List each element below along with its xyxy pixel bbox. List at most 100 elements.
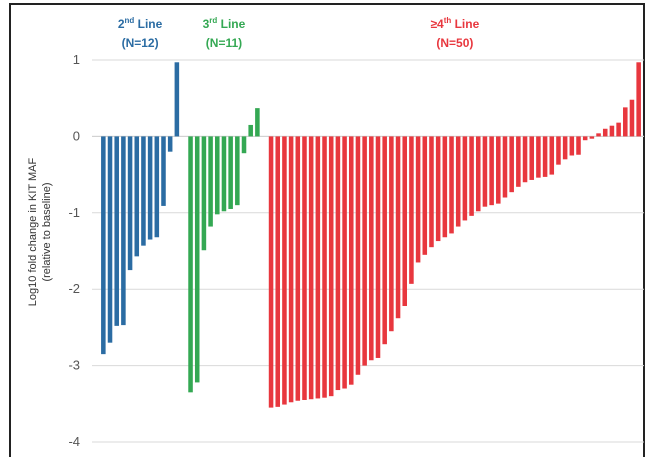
group-label-1: 2nd Line	[118, 16, 163, 31]
grid-layer	[92, 59, 644, 443]
group-label-sup-1: nd	[125, 16, 135, 25]
bar-group3-28	[449, 136, 454, 234]
bar-group3-10	[328, 136, 334, 397]
bar-group3-52	[609, 125, 615, 137]
bar-group2-11	[255, 108, 260, 137]
bar-group3-54	[623, 107, 628, 137]
group-label-rest-1: Line	[134, 17, 162, 31]
bar-group3-18	[382, 136, 387, 345]
bar-group1-6	[134, 136, 140, 257]
bar-group3-25	[429, 136, 434, 248]
group-label-main-1: 2	[118, 17, 125, 31]
bar-group3-45	[562, 136, 568, 160]
bar-group2-3	[201, 136, 207, 251]
y-tick-label: -3	[68, 358, 80, 373]
bar-group1-3	[114, 136, 119, 326]
bar-group3-31	[469, 136, 474, 216]
bar-group3-5	[295, 136, 301, 401]
bar-group3-15	[362, 136, 367, 366]
group-n-label-1: (N=12)	[122, 36, 159, 50]
bar-group3-14	[355, 136, 361, 375]
bar-group1-4	[121, 136, 126, 326]
bar-group2-4	[208, 136, 213, 227]
bar-group3-53	[616, 122, 621, 137]
bar-group3-3	[282, 136, 287, 405]
bar-group3-38	[516, 136, 521, 187]
bar-group3-8	[315, 136, 321, 399]
bar-group3-13	[348, 136, 354, 385]
bar-group1-9	[154, 136, 160, 238]
label-layer: 2nd Line (N=12) 3rd Line (N=11) ≥4th Line (N=…	[118, 16, 480, 50]
bar-group3-49	[589, 136, 595, 139]
bar-group3-7	[308, 136, 314, 400]
bar-group3-11	[335, 136, 341, 391]
bar-group3-26	[435, 136, 441, 242]
bar-group1-10	[161, 136, 166, 206]
bar-group3-24	[422, 136, 428, 255]
group-label-rest-2: Line	[217, 17, 245, 31]
bar-group1-5	[127, 136, 133, 271]
bar-group3-44	[556, 136, 561, 165]
bar-group3-2	[275, 136, 281, 407]
bar-group3-46	[569, 136, 575, 156]
y-tick-label: 0	[73, 128, 80, 143]
y-tick-label: 1	[73, 52, 80, 67]
bar-group2-9	[241, 136, 247, 154]
bar-group3-29	[455, 136, 461, 227]
y-tick-label: -2	[68, 281, 80, 296]
bar-group2-7	[228, 136, 233, 209]
bar-group3-50	[596, 133, 601, 137]
bar-group3-39	[522, 136, 528, 183]
bar-group3-27	[442, 136, 448, 238]
bar-group3-40	[529, 136, 534, 180]
bar-group3-32	[475, 136, 481, 212]
group-label-2: 3rd Line	[203, 16, 246, 31]
bar-group3-41	[536, 136, 541, 178]
bar-group3-23	[415, 136, 421, 263]
group-n-label-3: (N=50)	[436, 36, 473, 50]
bar-group3-47	[576, 136, 581, 155]
bar-group2-6	[221, 136, 227, 212]
y-tick-label: -4	[68, 434, 80, 449]
bar-group2-1	[188, 136, 193, 393]
bar-group3-55	[629, 99, 635, 137]
group-label-main-2: 3	[203, 17, 210, 31]
group-label-rest-3: Line	[451, 17, 479, 31]
bar-group3-33	[482, 136, 488, 207]
chart-border	[9, 3, 645, 457]
bar-group3-51	[602, 128, 608, 137]
bar-group2-10	[248, 124, 253, 137]
bar-group3-22	[409, 136, 414, 284]
group-label-3: ≥4th Line	[430, 16, 479, 31]
bar-group3-4	[288, 136, 294, 403]
bar-group3-6	[302, 136, 307, 400]
bar-group3-48	[582, 136, 588, 141]
group-label-sup-2: rd	[209, 16, 217, 25]
bar-group3-17	[375, 136, 381, 358]
bar-group3-37	[509, 136, 514, 193]
bar-group3-56	[636, 62, 641, 137]
group-label-main-3: ≥4	[430, 17, 444, 31]
bar-layer	[101, 62, 641, 408]
bar-group3-35	[496, 136, 501, 204]
bar-group2-5	[215, 136, 220, 215]
bar-group1-1	[101, 136, 106, 355]
bar-group1-8	[147, 136, 153, 240]
bar-group3-21	[402, 136, 407, 307]
bar-group3-19	[389, 136, 394, 332]
bar-group1-11	[167, 136, 173, 152]
bar-group2-2	[194, 136, 200, 383]
group-label-sup-3: th	[444, 16, 452, 25]
y-axis-title-line2: (relative to baseline)	[41, 182, 53, 281]
bar-group3-16	[369, 136, 374, 361]
bar-group3-1	[268, 136, 274, 408]
y-tick-label: -1	[68, 205, 80, 220]
bar-group1-12	[174, 62, 180, 137]
bar-group3-36	[502, 136, 508, 198]
bar-group3-12	[342, 136, 347, 389]
bar-group1-2	[107, 136, 113, 343]
tick-layer: 1 0 -1 -2 -3 -4	[68, 52, 80, 449]
bar-group2-8	[235, 136, 240, 206]
